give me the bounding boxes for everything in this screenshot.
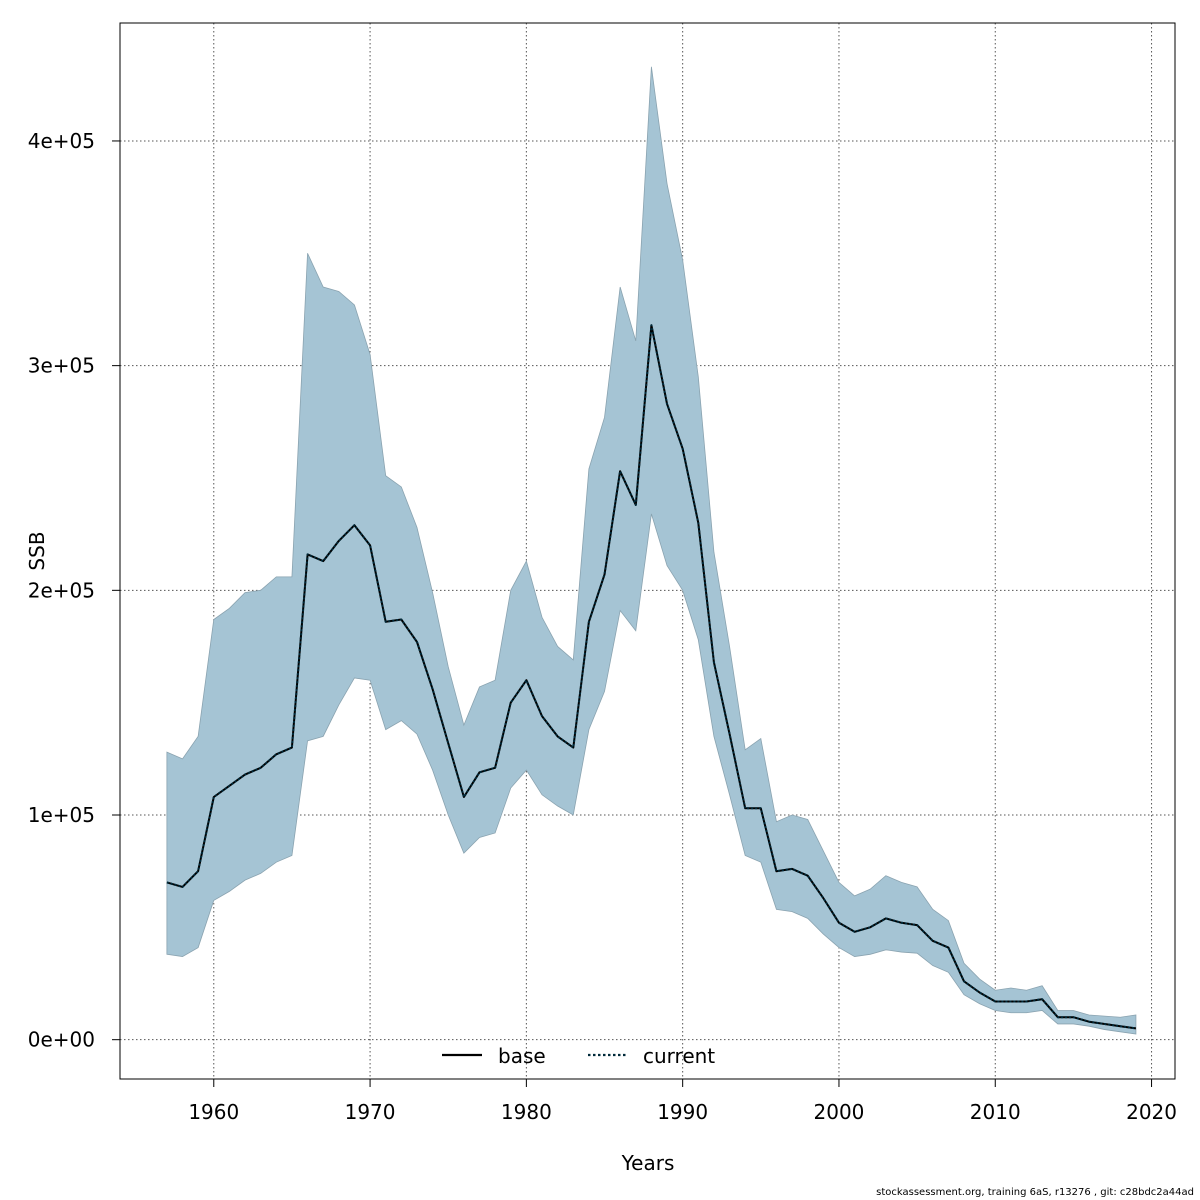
x-tick-label: 1960 bbox=[188, 1100, 239, 1124]
x-tick-label: 2020 bbox=[1126, 1100, 1177, 1124]
footer-text: stockassessment.org, training 6aS, r1327… bbox=[876, 1187, 1194, 1198]
x-tick-label: 2000 bbox=[814, 1100, 865, 1124]
confidence-band-area bbox=[166, 66, 1137, 1035]
y-tick-label: 4e+05 bbox=[28, 129, 95, 153]
y-tick-label: 1e+05 bbox=[28, 803, 95, 827]
y-tick-label: 2e+05 bbox=[28, 578, 95, 602]
y-axis-title: SSB bbox=[25, 531, 49, 570]
confidence-band bbox=[166, 66, 1137, 1035]
series-lines bbox=[166, 324, 1137, 1030]
x-tick-label: 1980 bbox=[501, 1100, 552, 1124]
y-tick-label: 3e+05 bbox=[28, 354, 95, 378]
x-axis: 1960 1970 1980 1990 2000 2010 2020 bbox=[188, 1079, 1177, 1124]
plot-frame bbox=[119, 22, 1176, 1080]
y-tick-label: 0e+00 bbox=[28, 1028, 95, 1052]
x-tick-label: 1970 bbox=[345, 1100, 396, 1124]
x-axis-title: Years bbox=[621, 1151, 675, 1175]
legend-label-base: base bbox=[498, 1044, 546, 1068]
legend: base current bbox=[442, 1044, 715, 1068]
x-tick-label: 2010 bbox=[970, 1100, 1021, 1124]
legend-label-current: current bbox=[643, 1044, 715, 1068]
series-line-current bbox=[166, 324, 1137, 1030]
x-tick-label: 1990 bbox=[657, 1100, 708, 1124]
y-axis: 0e+00 1e+05 2e+05 3e+05 4e+05 bbox=[28, 129, 120, 1052]
